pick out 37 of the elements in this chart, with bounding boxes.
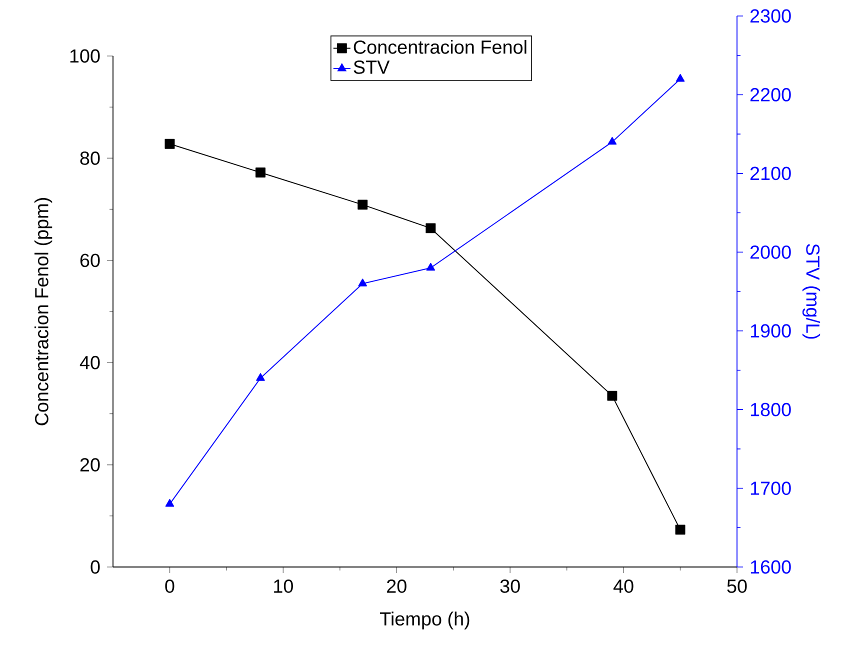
point	[426, 223, 436, 234]
point	[256, 373, 265, 381]
y2-tick-label: 1600	[750, 560, 791, 574]
point	[358, 200, 368, 210]
y-tick-label: 80	[80, 151, 100, 165]
point	[358, 278, 367, 286]
y-tick-label: 0	[90, 560, 100, 574]
point	[256, 168, 266, 178]
point	[164, 138, 175, 149]
y2-tick-label: 1800	[750, 402, 791, 416]
x-tick-label: 30	[500, 579, 520, 593]
point	[426, 262, 436, 271]
point	[165, 499, 174, 507]
y2-tick-label: 2200	[750, 88, 791, 102]
y2-tick-label: 2100	[750, 166, 791, 180]
point	[607, 390, 618, 401]
x-tick-label: 20	[387, 579, 406, 593]
point	[676, 74, 685, 82]
x-axis-title: Tiempo (h)	[380, 612, 470, 630]
y-tick-label: 60	[80, 254, 100, 268]
y-tick-label: 20	[80, 458, 100, 472]
point	[608, 136, 617, 145]
point	[675, 524, 686, 535]
y-tick-label: 100	[70, 49, 100, 63]
y-axis-title: Concentracion Fenol (ppm)	[34, 198, 52, 426]
x-tick-label: 40	[613, 579, 634, 593]
y2-tick-label: 2000	[750, 245, 791, 259]
x-tick-label: 50	[727, 579, 747, 593]
y2-tick-label: 1700	[750, 482, 791, 495]
y2-tick-label: 1900	[750, 324, 791, 338]
y2-axis-title: STV (mg/L)	[802, 244, 820, 339]
y-tick-label: 40	[80, 356, 100, 370]
y2-tick-label: 2300	[750, 9, 791, 23]
x-tick-label: 0	[165, 579, 174, 593]
legend-label: STV	[354, 60, 390, 74]
x-tick-label: 10	[274, 579, 293, 593]
legend-label: Concentracion Fenol	[354, 40, 526, 54]
